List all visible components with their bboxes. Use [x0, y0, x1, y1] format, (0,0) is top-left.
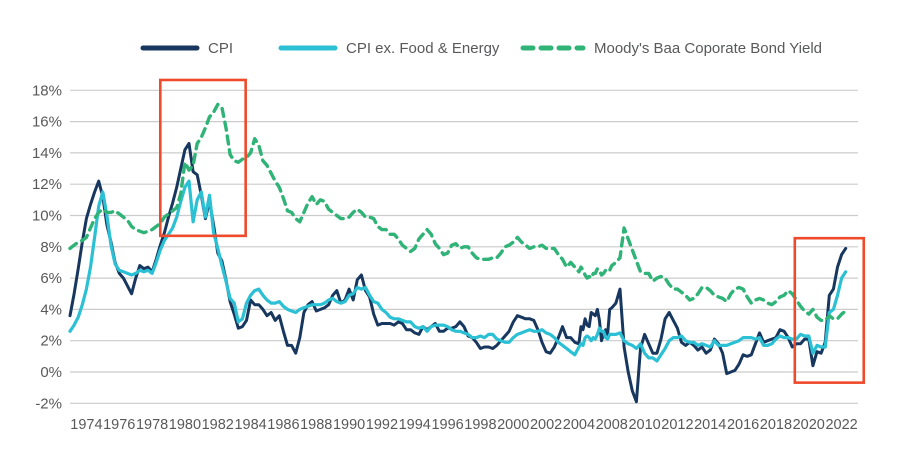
y-axis-tick-label: 8%: [40, 239, 62, 256]
x-axis-tick-label: 1998: [464, 417, 496, 433]
x-axis-tick-label: 1988: [300, 417, 332, 433]
x-axis-tick-label: 2004: [563, 417, 595, 433]
x-axis-tick-label: 1996: [431, 417, 463, 433]
chart-legend: CPI CPI ex. Food & Energy Moody's Baa Co…: [0, 36, 900, 60]
x-axis-tick-label: 2018: [760, 417, 792, 433]
y-axis-tick-label: 14%: [32, 145, 62, 162]
x-axis-tick-label: 1982: [202, 417, 234, 433]
highlight-1979-1983-box: [158, 78, 247, 238]
y-axis-tick-label: 6%: [40, 270, 62, 287]
x-axis-tick-label: 2020: [793, 417, 825, 433]
highlight-2019-2022-box: [793, 236, 866, 384]
x-axis-tick-label: 2014: [694, 417, 726, 433]
y-axis-tick-label: 10%: [32, 208, 62, 225]
legend-label-baa-yield: Moody's Baa Coporate Bond Yield: [594, 39, 823, 57]
x-axis-tick-label: 1994: [399, 417, 431, 433]
x-axis-tick-label: 2016: [727, 417, 759, 433]
y-axis-tick-label: 0%: [40, 364, 62, 381]
series-line-2: [68, 102, 848, 323]
x-axis-tick-label: 1980: [169, 417, 201, 433]
x-axis-tick-label: 2012: [661, 417, 693, 433]
legend-item-cpi: CPI: [140, 36, 233, 60]
x-axis-tick-label: 2000: [497, 417, 529, 433]
y-axis-tick-label: 12%: [32, 176, 62, 193]
y-axis-tick-label: 16%: [32, 114, 62, 131]
y-axis-tick-label: 4%: [40, 301, 62, 318]
y-axis-tick-label: 18%: [32, 82, 62, 99]
legend-label-core-cpi: CPI ex. Food & Energy: [346, 39, 500, 57]
x-axis-tick-label: 1992: [366, 417, 398, 433]
x-axis-tick-label: 1978: [136, 417, 168, 433]
core-cpi-line-swatch-icon: [278, 45, 338, 51]
y-axis-tick-label: 2%: [40, 333, 62, 350]
x-axis-tick-label: 2022: [825, 417, 857, 433]
x-axis-tick-label: 1990: [333, 417, 365, 433]
legend-label-cpi: CPI: [208, 39, 234, 57]
x-axis-tick-label: 2008: [596, 417, 628, 433]
x-axis-tick-label: 1976: [103, 417, 135, 433]
x-axis-tick-label: 1974: [70, 417, 102, 433]
y-axis-tick-label: -2%: [35, 395, 62, 412]
baa-yield-dashed-swatch-icon: [520, 45, 586, 51]
x-axis-tick-label: 1986: [267, 417, 299, 433]
x-axis-tick-label: 2010: [628, 417, 660, 433]
cpi-line-swatch-icon: [140, 45, 200, 51]
x-axis-tick-label: 2002: [530, 417, 562, 433]
series-line-1: [68, 179, 848, 363]
legend-item-core-cpi: CPI ex. Food & Energy: [278, 36, 499, 60]
legend-item-baa-yield: Moody's Baa Coporate Bond Yield: [520, 36, 822, 60]
x-axis-tick-label: 1984: [234, 417, 266, 433]
